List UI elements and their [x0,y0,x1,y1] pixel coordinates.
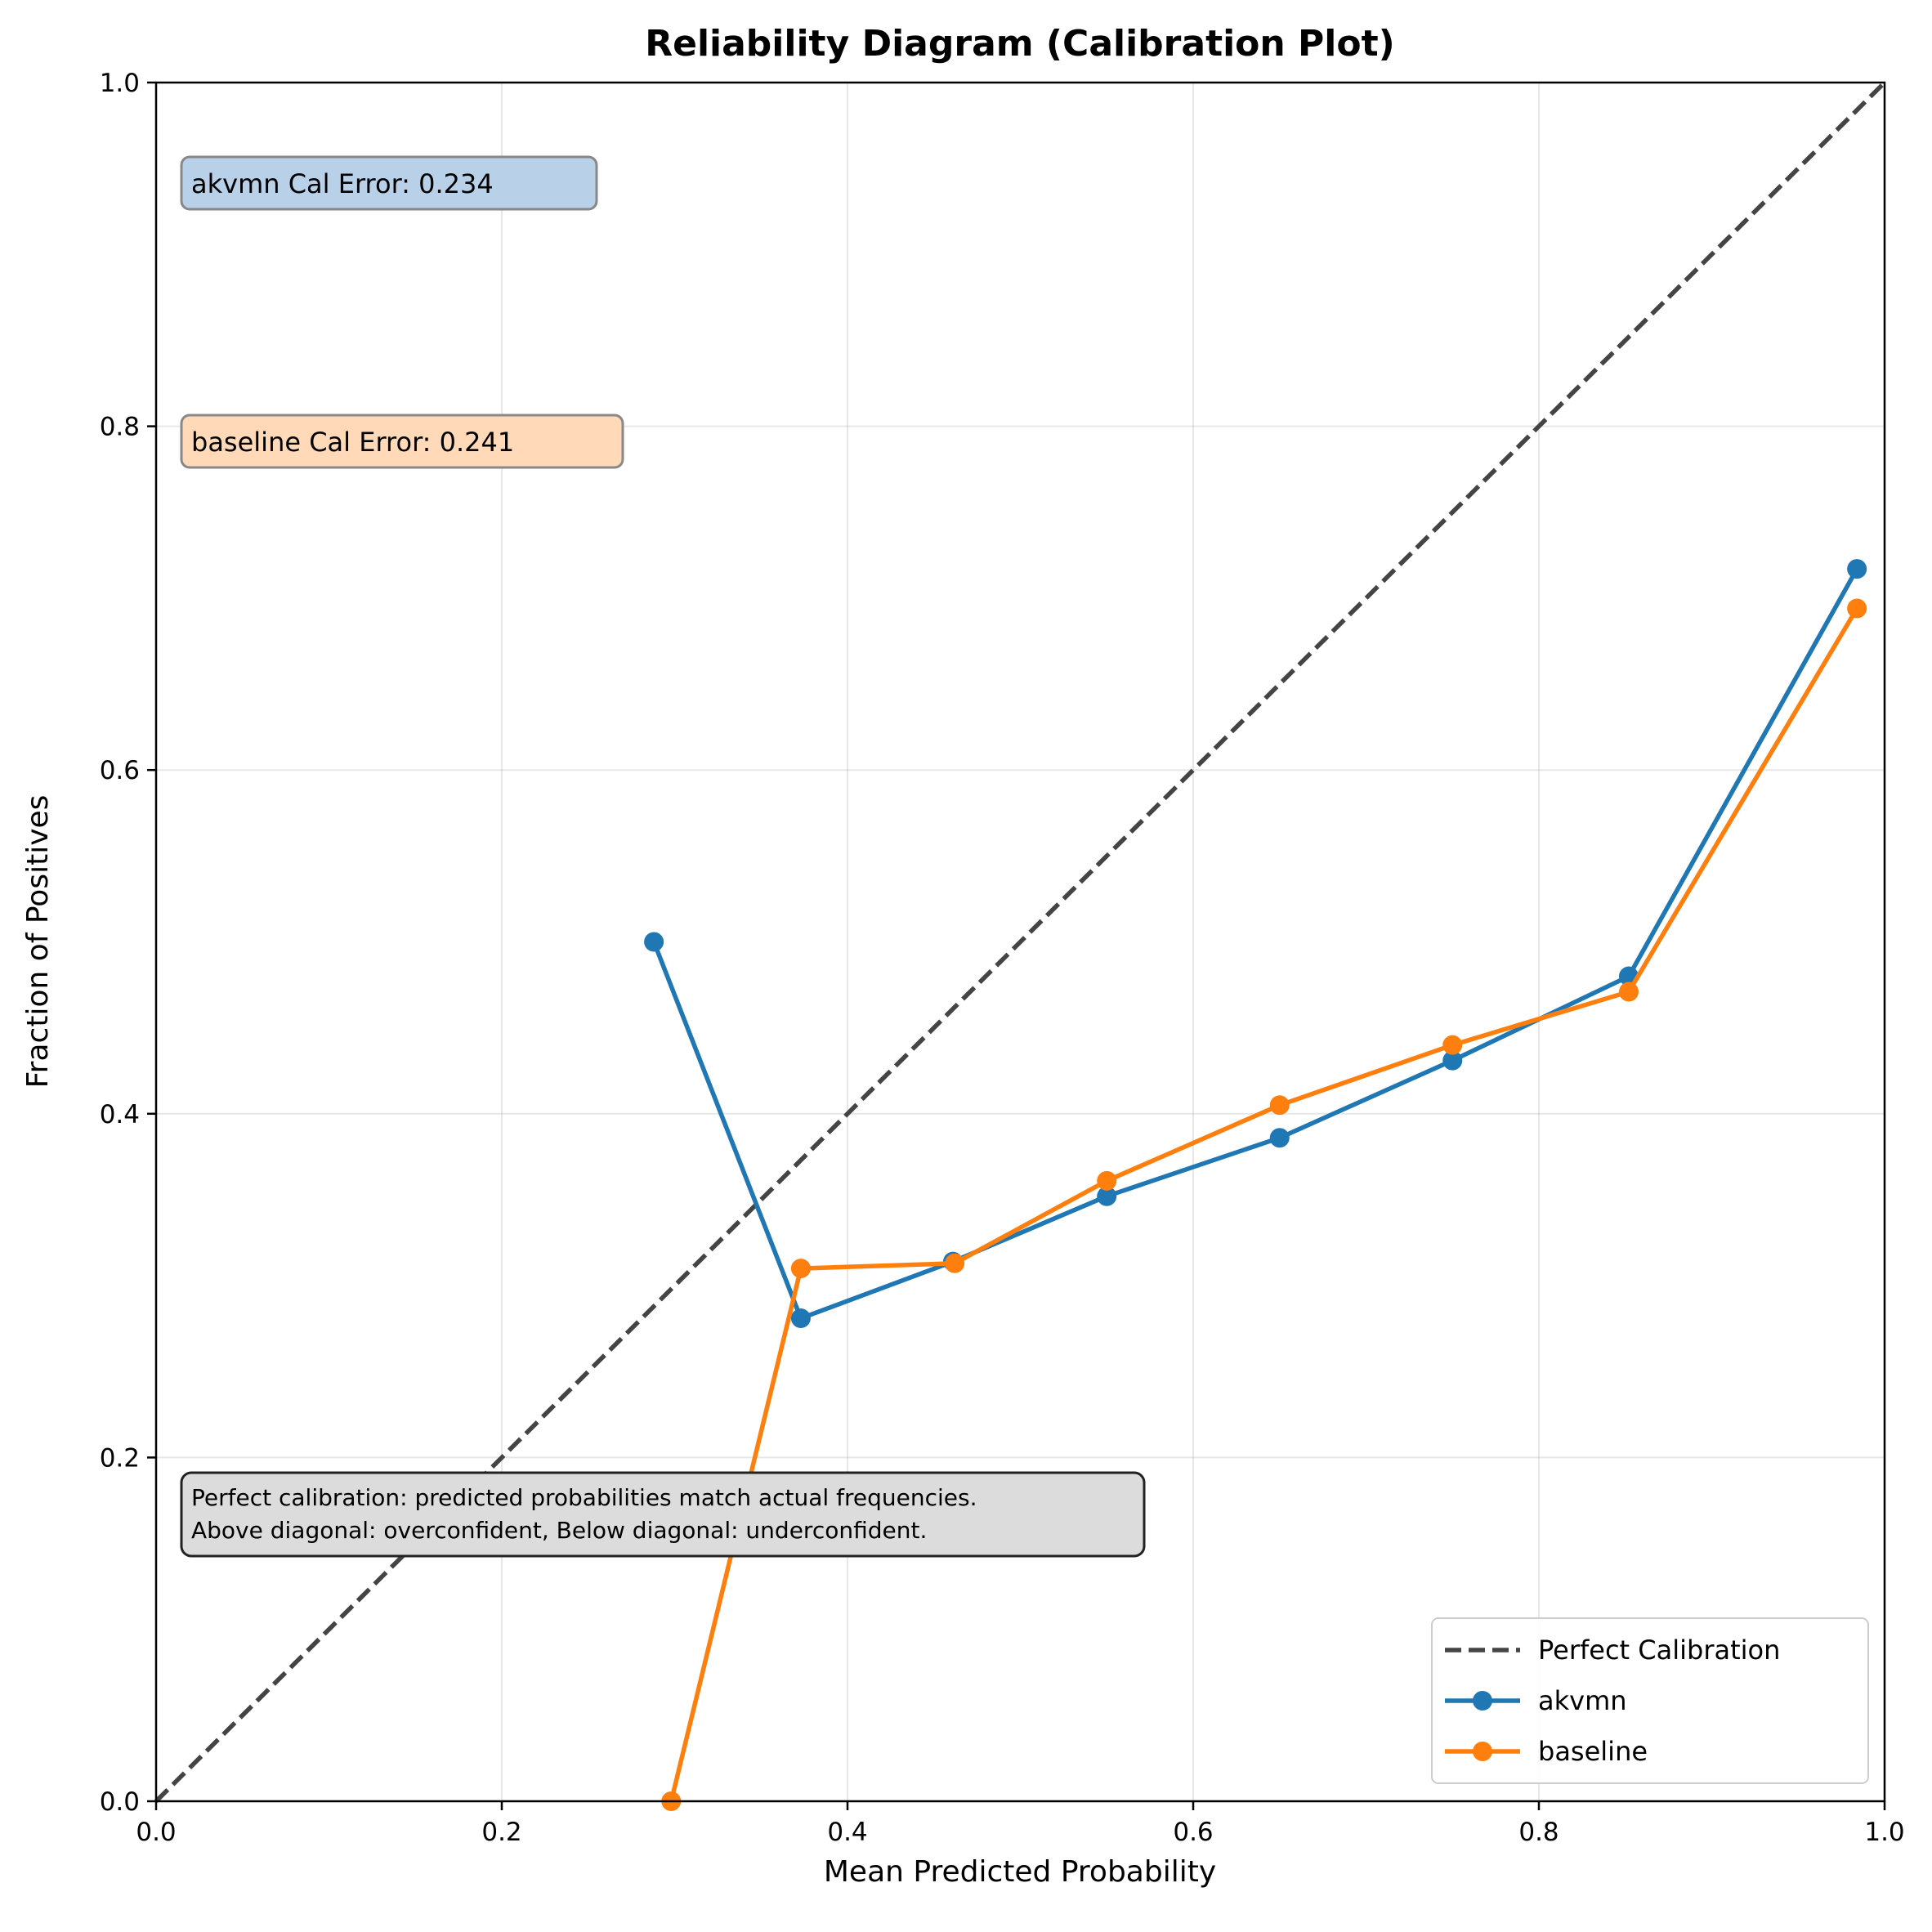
data-point-akvmn [644,932,664,952]
annotation-akvmn-box [180,155,598,211]
x-tick-label: 0.2 [481,1818,521,1847]
legend-label-perfect-calibration: Perfect Calibration [1538,1635,1780,1666]
y-tick-label: 0.4 [100,1100,140,1129]
annotation-akvmn-error: akvmn Cal Error: 0.234 [180,155,598,211]
legend-entry-akvmn: akvmn [1445,1685,1627,1716]
x-axis-ticks: 0.0 0.2 0.4 0.6 0.8 1.0 [136,1801,1905,1847]
data-point-akvmn [1269,1128,1290,1148]
series-akvmn [644,559,1867,1329]
legend-marker-baseline [1473,1742,1492,1761]
plot-frame [154,81,1886,1803]
data-point-baseline [945,1253,965,1273]
chart-title: Reliability Diagram (Calibration Plot) [645,23,1395,65]
data-point-baseline [1097,1170,1117,1191]
series-line-akvmn [651,567,1859,1321]
data-point-baseline [790,1259,811,1279]
series-baseline [661,598,1867,1811]
grid [155,82,1885,1802]
data-point-akvmn [1847,559,1867,579]
legend-entry-perfect-calibration: Perfect Calibration [1445,1635,1780,1666]
y-axis-ticks: 0.0 0.2 0.4 0.6 0.8 1.0 [100,69,156,1817]
y-tick-label: 0.6 [100,756,140,785]
x-tick-label: 0.0 [136,1818,176,1847]
y-tick-label: 0.2 [100,1443,140,1473]
annotation-baseline-text: baseline Cal Error: 0.241 [191,427,514,458]
legend-label-baseline: baseline [1538,1736,1648,1767]
series-layer [644,559,1867,1811]
legend: Perfect Calibration akvmn baseline [1431,1617,1869,1784]
annotation-baseline-box [180,414,624,469]
data-point-baseline [1269,1095,1290,1116]
data-point-baseline [1618,982,1639,1002]
x-tick-label: 0.4 [827,1818,867,1847]
x-tick-label: 0.6 [1173,1818,1213,1847]
calibration-note-box [180,1471,1146,1558]
legend-label-akvmn: akvmn [1538,1685,1627,1716]
data-point-baseline [1442,1035,1463,1055]
data-point-baseline [1847,598,1867,619]
data-point-akvmn [1097,1186,1117,1206]
calibration-note-line-2: Above diagonal: overconfident, Below dia… [191,1517,927,1544]
annotation-baseline-error: baseline Cal Error: 0.241 [180,414,624,469]
series-line-baseline [669,607,1859,1802]
x-tick-label: 1.0 [1864,1818,1904,1847]
y-tick-label: 0.8 [100,413,140,442]
calibration-note: Perfect calibration: predicted probabili… [180,1471,1146,1558]
y-tick-label: 1.0 [100,69,140,98]
x-tick-label: 0.8 [1518,1818,1559,1847]
annotation-akvmn-text: akvmn Cal Error: 0.234 [191,168,494,199]
legend-box [1431,1617,1869,1784]
y-tick-label: 0.0 [100,1787,140,1817]
legend-marker-akvmn [1473,1691,1492,1711]
data-point-akvmn [1442,1050,1463,1071]
legend-entry-baseline: baseline [1445,1736,1648,1767]
x-axis-label: Mean Predicted Probability [824,1855,1216,1889]
calibration-note-line-1: Perfect calibration: predicted probabili… [191,1484,977,1511]
data-point-akvmn [790,1308,811,1329]
y-axis-label: Fraction of Positives [21,795,55,1089]
